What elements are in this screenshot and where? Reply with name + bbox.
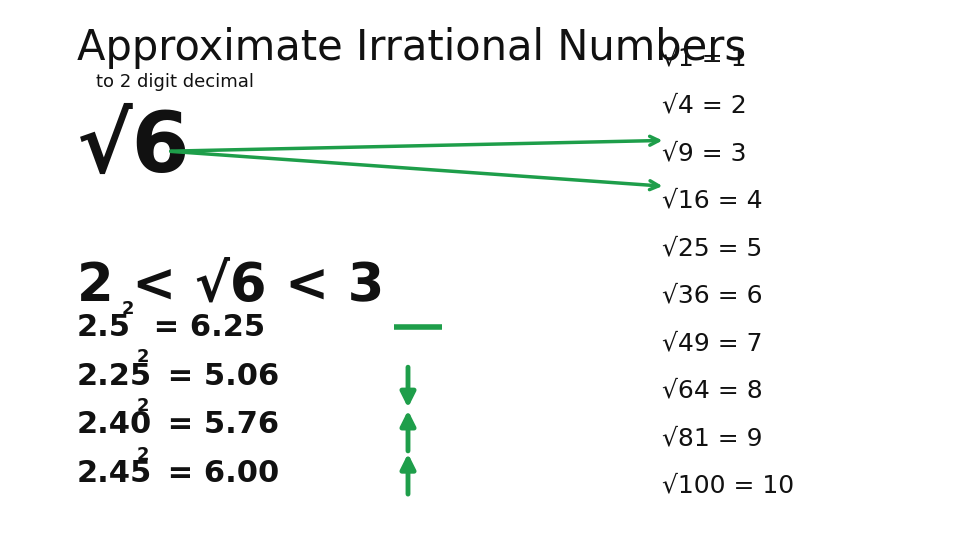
Text: 2.25: 2.25 bbox=[77, 362, 152, 391]
Text: √64 = 8: √64 = 8 bbox=[662, 379, 763, 402]
Text: 2: 2 bbox=[136, 397, 149, 415]
Text: 2.5: 2.5 bbox=[77, 313, 131, 342]
Text: √81 = 9: √81 = 9 bbox=[662, 426, 763, 450]
Text: 2: 2 bbox=[136, 348, 149, 366]
Text: 2: 2 bbox=[121, 300, 134, 318]
Text: 2.40: 2.40 bbox=[77, 410, 152, 440]
Text: √100 = 10: √100 = 10 bbox=[662, 474, 795, 497]
Text: √9 = 3: √9 = 3 bbox=[662, 141, 747, 165]
Text: = 5.76: = 5.76 bbox=[157, 410, 279, 440]
Text: √25 = 5: √25 = 5 bbox=[662, 236, 762, 260]
Text: 2: 2 bbox=[136, 446, 149, 463]
Text: = 6.25: = 6.25 bbox=[142, 313, 265, 342]
Text: 2.45: 2.45 bbox=[77, 459, 152, 488]
Text: √6: √6 bbox=[77, 108, 190, 189]
Text: to 2 digit decimal: to 2 digit decimal bbox=[96, 73, 254, 91]
Text: √16 = 4: √16 = 4 bbox=[662, 188, 763, 212]
Text: = 5.06: = 5.06 bbox=[157, 362, 279, 391]
Text: Approximate Irrational Numbers: Approximate Irrational Numbers bbox=[77, 27, 746, 69]
Text: 2 < √6 < 3: 2 < √6 < 3 bbox=[77, 259, 384, 311]
Text: √4 = 2: √4 = 2 bbox=[662, 93, 747, 117]
Text: √36 = 6: √36 = 6 bbox=[662, 284, 763, 307]
Text: √1 = 1: √1 = 1 bbox=[662, 46, 747, 70]
Text: = 6.00: = 6.00 bbox=[157, 459, 279, 488]
Text: √49 = 7: √49 = 7 bbox=[662, 331, 763, 355]
